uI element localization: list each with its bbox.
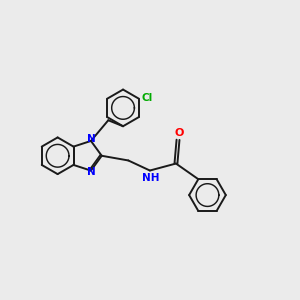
Text: N: N xyxy=(87,167,96,177)
Text: O: O xyxy=(175,128,184,137)
Text: Cl: Cl xyxy=(142,93,153,103)
Text: N: N xyxy=(87,134,96,145)
Text: NH: NH xyxy=(142,172,159,182)
